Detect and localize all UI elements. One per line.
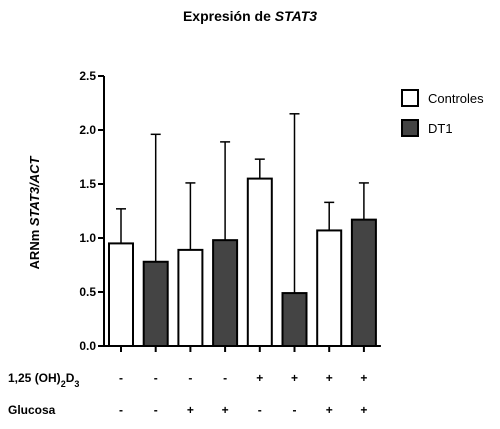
- bar: [281, 292, 308, 347]
- bar-group: [316, 201, 343, 347]
- condition-mark: -: [188, 371, 192, 385]
- condition-mark: -: [223, 371, 227, 385]
- y-tick-label: 0.0: [79, 339, 96, 353]
- condition-mark: +: [256, 371, 263, 385]
- condition-mark: -: [293, 403, 297, 417]
- bar-group: [177, 182, 204, 348]
- x-axis: [103, 345, 381, 352]
- condition-mark: -: [258, 403, 262, 417]
- legend-label: DT1: [428, 121, 453, 136]
- condition-mark: -: [119, 371, 123, 385]
- chart-title: Expresión de STAT3: [183, 8, 317, 24]
- bar-group: [350, 182, 377, 347]
- y-axis-label: ARNm STAT3/ACT: [27, 155, 42, 269]
- condition-mark: +: [326, 403, 333, 417]
- bar: [316, 229, 343, 347]
- condition-mark: +: [360, 403, 367, 417]
- condition-mark: -: [154, 403, 158, 417]
- bar-group: [108, 208, 134, 347]
- y-axis-label-prefix: ARNm: [27, 226, 42, 269]
- condition-row-label: 1,25 (OH)2D3: [8, 371, 79, 389]
- condition-mark: +: [360, 371, 367, 385]
- condition-table: 1,25 (OH)2D3 - - - - + + + + Glucosa - - + + - - + +: [8, 371, 367, 417]
- legend-swatch: [401, 119, 419, 137]
- condition-row-label: Glucosa: [8, 403, 56, 417]
- bars: [108, 113, 377, 348]
- bar-group: [246, 158, 273, 347]
- condition-mark: -: [154, 371, 158, 385]
- legend-label: Controles: [428, 91, 484, 106]
- condition-mark: +: [222, 403, 229, 417]
- bar: [142, 260, 169, 348]
- bar: [177, 248, 204, 348]
- bar-group: [142, 133, 169, 348]
- chart-title-prefix: Expresión de: [183, 8, 275, 24]
- bar: [350, 218, 377, 347]
- chart-title-gene: STAT3: [275, 8, 317, 24]
- bar: [212, 239, 239, 347]
- y-tick-label: 2.0: [79, 123, 96, 137]
- y-axis: 0.0 0.5 1.0 1.5 2.0 2.5: [79, 69, 105, 353]
- y-tick-label: 0.5: [79, 285, 96, 299]
- bar: [246, 177, 273, 347]
- y-tick-label: 2.5: [79, 69, 96, 83]
- condition-mark: +: [326, 371, 333, 385]
- y-axis-label-italic: STAT3/ACT: [27, 155, 42, 226]
- condition-mark: +: [291, 371, 298, 385]
- condition-mark: -: [119, 403, 123, 417]
- bar-group: [281, 113, 308, 347]
- bar: [108, 242, 134, 347]
- bar-group: [212, 141, 239, 347]
- legend: Controles DT1: [401, 89, 484, 137]
- condition-mark: +: [187, 403, 194, 417]
- y-tick-label: 1.0: [79, 231, 96, 245]
- legend-swatch: [401, 89, 419, 107]
- y-tick-label: 1.5: [79, 177, 96, 191]
